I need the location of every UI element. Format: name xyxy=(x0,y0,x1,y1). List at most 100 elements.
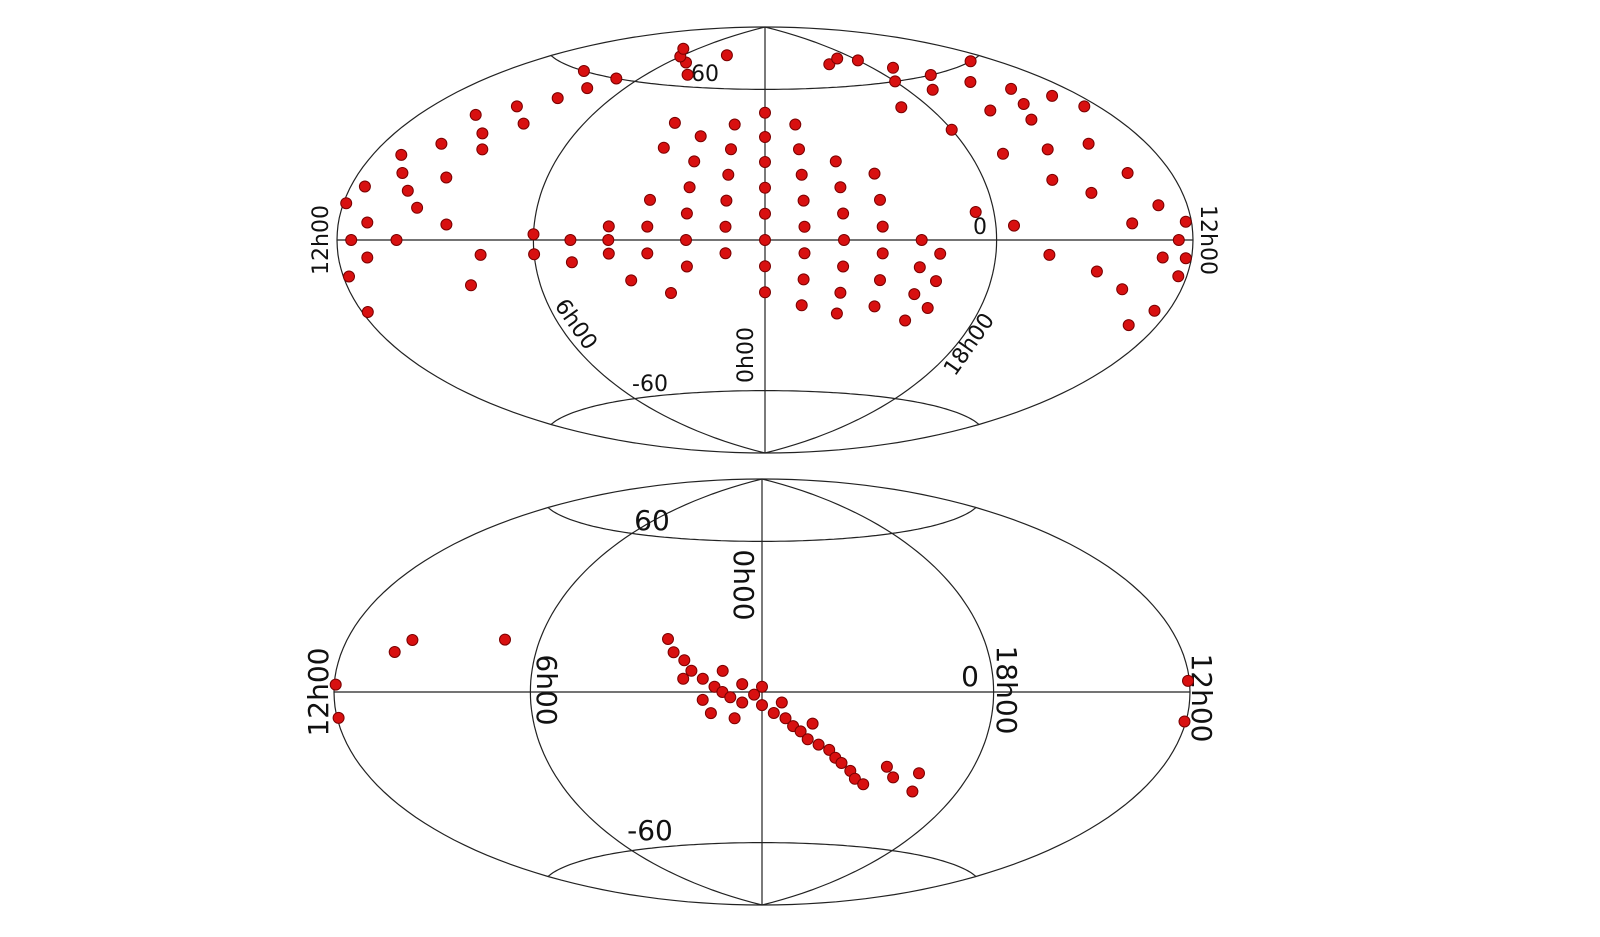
x-tick-label: 12h00 xyxy=(1185,653,1218,742)
star-point xyxy=(1043,248,1056,261)
star-point xyxy=(465,279,477,292)
star-point xyxy=(798,247,811,260)
star-point xyxy=(390,234,403,246)
x-tick-label: 12h00 xyxy=(1195,205,1220,275)
star-point xyxy=(577,65,590,77)
star-point xyxy=(625,274,638,287)
star-point xyxy=(1090,265,1103,278)
star-point xyxy=(801,733,814,746)
star-point xyxy=(797,273,810,286)
star-point xyxy=(641,220,654,233)
star-point xyxy=(440,171,453,184)
star-point xyxy=(837,207,850,220)
x-tick-label: 18h00 xyxy=(939,309,1000,381)
star-point xyxy=(759,131,771,143)
star-point xyxy=(756,699,768,712)
x-tick-label: 0h00 xyxy=(727,549,760,620)
star-point xyxy=(728,712,741,725)
star-point xyxy=(868,167,881,180)
star-point xyxy=(1172,234,1185,246)
y-tick-label: 0 xyxy=(961,660,979,693)
star-point xyxy=(662,633,674,645)
star-point xyxy=(551,92,564,105)
star-point xyxy=(1025,113,1038,126)
star-point xyxy=(722,168,735,181)
star-point xyxy=(688,155,701,168)
star-point xyxy=(1008,219,1020,232)
y-tick-label: -60 xyxy=(632,372,668,397)
star-point xyxy=(736,696,749,709)
star-point xyxy=(759,286,771,299)
star-point xyxy=(361,306,374,318)
star-point xyxy=(474,248,487,261)
star-point xyxy=(874,274,886,287)
star-point xyxy=(720,49,733,62)
star-point xyxy=(795,299,808,312)
star-point xyxy=(680,234,692,246)
star-point xyxy=(857,778,870,791)
star-point xyxy=(930,275,942,288)
x-tick-label: 12h00 xyxy=(309,205,334,275)
star-point xyxy=(704,707,717,720)
star-point xyxy=(924,69,937,81)
x-tick-label: 6h00 xyxy=(530,654,563,725)
y-tick-label: 0 xyxy=(973,215,987,240)
star-point xyxy=(694,130,707,143)
star-point xyxy=(719,220,732,233)
star-point xyxy=(812,738,825,751)
star-point xyxy=(829,155,842,168)
star-point xyxy=(1182,674,1194,687)
star-point xyxy=(388,646,401,658)
star-point xyxy=(602,234,615,246)
star-point xyxy=(797,194,810,207)
star-point xyxy=(1156,251,1169,264)
star-point xyxy=(887,771,900,784)
star-point xyxy=(527,228,540,241)
star-point xyxy=(343,270,355,283)
star-point xyxy=(1152,199,1165,212)
star-point xyxy=(830,307,843,320)
star-point xyxy=(876,220,889,233)
star-point xyxy=(913,261,926,274)
x-tick-label: 0h00 xyxy=(734,327,759,383)
star-point xyxy=(759,181,771,194)
star-point xyxy=(1046,89,1059,102)
star-point xyxy=(401,184,414,197)
star-point xyxy=(1172,270,1185,283)
star-point xyxy=(358,180,371,193)
star-point xyxy=(602,220,615,233)
star-point xyxy=(476,127,489,140)
star-point xyxy=(499,633,511,646)
star-point xyxy=(685,664,698,677)
star-point xyxy=(793,143,805,156)
star-point xyxy=(1179,215,1192,228)
star-point xyxy=(476,143,489,156)
star-point xyxy=(767,707,780,719)
star-point xyxy=(1005,82,1018,95)
star-point xyxy=(678,654,691,667)
star-point xyxy=(837,260,850,273)
star-point xyxy=(848,772,861,785)
star-point xyxy=(748,688,761,701)
y-tick-label: 60 xyxy=(634,504,670,537)
star-point xyxy=(759,260,771,273)
x-tick-label: 12h00 xyxy=(302,647,335,736)
star-point xyxy=(915,234,928,246)
star-point xyxy=(565,256,578,269)
star-point xyxy=(719,247,732,260)
star-point xyxy=(696,672,709,685)
star-point xyxy=(725,143,737,156)
parallel xyxy=(547,842,977,877)
parallel xyxy=(550,390,980,425)
star-point xyxy=(469,108,482,121)
star-point xyxy=(667,646,680,659)
star-point xyxy=(1179,252,1192,265)
star-point xyxy=(581,82,594,95)
star-point xyxy=(806,717,819,730)
star-point xyxy=(411,201,424,214)
star-point xyxy=(641,247,654,260)
star-point xyxy=(913,767,925,780)
star-point xyxy=(1126,217,1139,230)
star-point xyxy=(1116,283,1129,296)
star-point xyxy=(696,693,709,706)
